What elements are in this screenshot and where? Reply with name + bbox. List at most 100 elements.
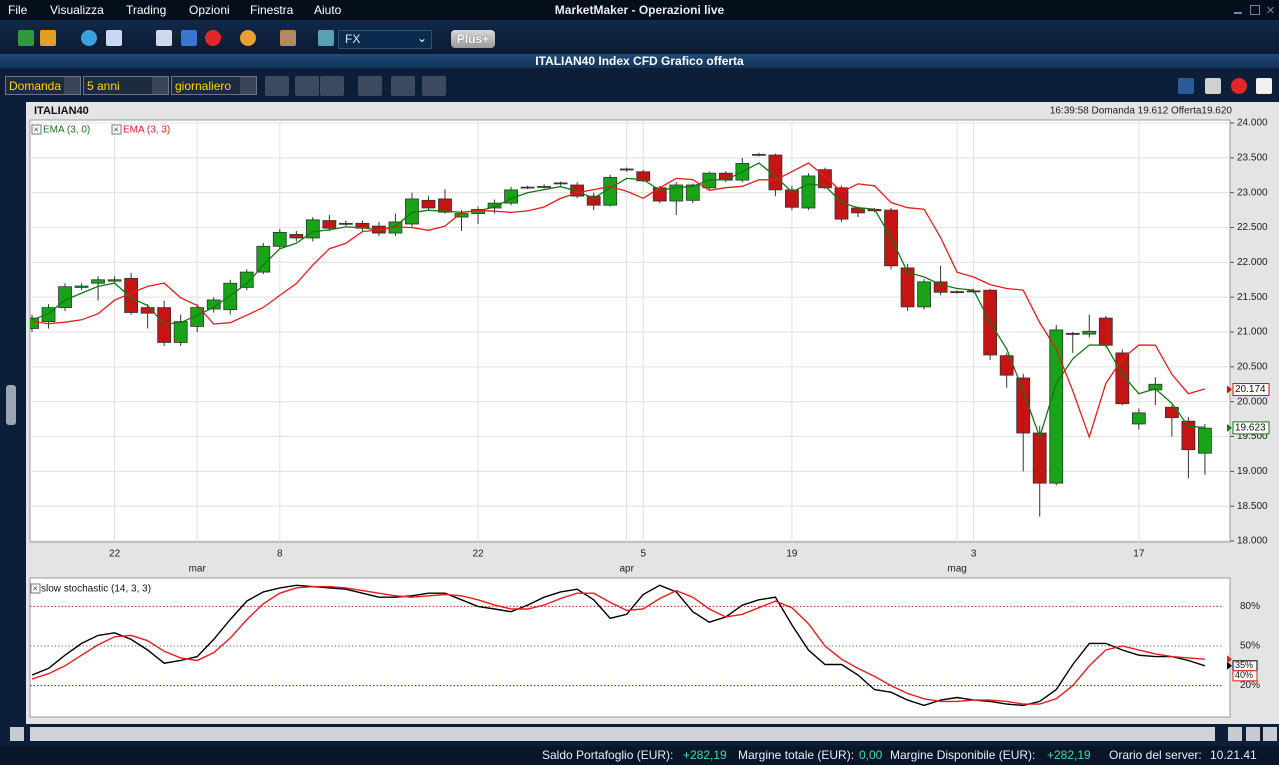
view-icon[interactable] [1256, 78, 1272, 94]
candle-body [1198, 427, 1212, 454]
menu-item[interactable]: Finestra [250, 3, 294, 17]
y-tick-label: 22.000 [1237, 257, 1268, 268]
view-icon[interactable] [1205, 78, 1221, 94]
candle-body [223, 282, 238, 311]
candle-body [933, 281, 948, 293]
tool-icon[interactable] [240, 30, 256, 46]
tool-icon[interactable] [318, 30, 334, 46]
period-label: 5 anni [87, 79, 120, 93]
price-marker-label: 19.623 [1235, 423, 1266, 434]
tool-icon[interactable] [106, 30, 122, 46]
x-tick-label: 5 [640, 549, 646, 560]
fit-button[interactable] [10, 727, 24, 741]
server-time: 10.21.41 [1210, 748, 1257, 762]
window-title: ITALIAN40 Index CFD Grafico offerta [0, 54, 1279, 68]
draw-tool[interactable] [295, 76, 319, 96]
zoom-button[interactable] [1246, 727, 1260, 741]
y-tick-label: 24.000 [1237, 118, 1268, 129]
period-dropdown[interactable]: 5 anni [83, 76, 169, 95]
tool-icon[interactable] [81, 30, 97, 46]
status-label: Margine totale (EUR): [738, 748, 855, 762]
candle-body [801, 175, 816, 209]
market-dropdown[interactable]: FX ⌄ [338, 30, 432, 49]
x-tick-label: 3 [971, 549, 977, 560]
marker-arrow [1227, 661, 1232, 670]
candle-body [685, 184, 700, 201]
legend-box [111, 124, 122, 135]
candle-body [768, 154, 783, 191]
stochastic-grid [30, 605, 1222, 687]
candle-body [338, 222, 353, 225]
tool-icon[interactable] [40, 30, 56, 46]
legend-x: × [33, 583, 38, 593]
plus-button[interactable]: Plus+ [451, 30, 495, 48]
y-tick-label: 20.000 [1237, 396, 1268, 407]
stochastic-plot [31, 584, 1206, 707]
minimize-button[interactable] [1234, 12, 1242, 14]
close-button[interactable]: ✕ [1266, 5, 1276, 17]
draw-tool[interactable] [358, 76, 382, 96]
restore-button[interactable] [1250, 5, 1260, 15]
draw-tool[interactable] [265, 76, 289, 96]
legend-label: EMA (3, 3) [123, 125, 170, 136]
zoom-button[interactable] [1263, 727, 1277, 741]
app-title: MarketMaker - Operazioni live [554, 3, 725, 17]
candle-body [1065, 332, 1080, 335]
zoom-button[interactable] [1228, 727, 1242, 741]
tool-icon[interactable] [205, 30, 221, 46]
menu-item[interactable]: Aiuto [314, 3, 342, 17]
menu-item[interactable]: Trading [126, 3, 167, 17]
view-icon[interactable] [1178, 78, 1194, 94]
candle-body [289, 234, 304, 239]
stochastic-line [31, 584, 1206, 707]
menu-item[interactable]: Visualizza [50, 3, 104, 17]
menu-item[interactable]: Opzioni [189, 3, 230, 17]
draw-tool[interactable] [422, 76, 446, 96]
draw-tool[interactable] [320, 76, 344, 96]
price-marker-arrow [1227, 385, 1232, 394]
candle-body [1032, 432, 1047, 484]
candle-body [520, 186, 535, 189]
interval-dropdown[interactable]: giornaliero [171, 76, 257, 95]
tool-icon[interactable] [18, 30, 34, 46]
side-handle[interactable] [6, 385, 16, 425]
dropdown-arrow [240, 77, 256, 94]
stochastic-line [31, 585, 1205, 705]
candle-body [1016, 377, 1031, 434]
y-tick-label: 18.500 [1237, 501, 1268, 512]
menu-bar: File Visualizza Trading Opzioni Finestra… [0, 0, 1279, 20]
y-tick-label: 18.000 [1237, 536, 1268, 547]
candle-body [917, 281, 931, 308]
status-label: Saldo Portafoglio (EUR): [542, 748, 674, 762]
candle-body [1049, 329, 1064, 484]
price-dropdown[interactable]: Domanda [5, 76, 81, 95]
candle-body [586, 195, 601, 206]
tool-icon[interactable] [280, 30, 296, 46]
y-tick-label: 19.000 [1237, 466, 1268, 477]
view-icon[interactable] [1231, 78, 1247, 94]
price-label: Domanda [9, 79, 62, 93]
candle-body [751, 153, 766, 156]
candle-body [900, 267, 915, 308]
x-tick-label: 22 [472, 549, 484, 560]
candle-body [950, 291, 965, 293]
draw-tool[interactable] [391, 76, 415, 96]
marker-arrow [1227, 655, 1232, 664]
tool-icon[interactable] [181, 30, 197, 46]
month-label: mar [189, 564, 207, 575]
y-tick-label: 21.000 [1237, 327, 1268, 338]
toolbar: FX ⌄ Plus+ [0, 20, 1279, 54]
candle-body [74, 285, 89, 288]
x-tick-label: 19 [786, 549, 798, 560]
candle-body [570, 184, 585, 197]
y-tick-label: 20.500 [1237, 361, 1268, 372]
y-tick-label: 23.500 [1237, 152, 1268, 163]
scroll-track[interactable] [30, 727, 1215, 741]
candle-body [438, 198, 452, 213]
candle-body [718, 172, 733, 181]
tool-icon[interactable] [156, 30, 172, 46]
legend-box [31, 124, 42, 135]
menu-item[interactable]: File [8, 3, 28, 17]
candle-body [91, 279, 105, 284]
